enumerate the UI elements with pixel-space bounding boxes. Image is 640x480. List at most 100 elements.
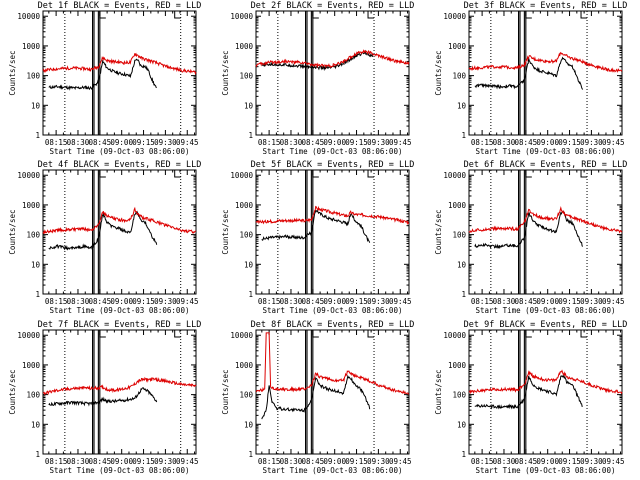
- x-tick-label: 09:45: [389, 297, 412, 306]
- events-series-line: [474, 56, 584, 90]
- corner-bracket-mark: [174, 330, 181, 338]
- events-series-line: [261, 49, 374, 72]
- x-tick-label: 09:00: [110, 297, 133, 306]
- y-tick-label: 10: [457, 101, 467, 110]
- x-tick-label: 08:45: [302, 457, 325, 466]
- y-tick-label: 1: [35, 131, 40, 140]
- corner-bracket-mark: [367, 11, 375, 19]
- x-tick-label: 09:15: [558, 138, 581, 147]
- y-tick-label: 100: [26, 72, 40, 81]
- y-axis-label: Counts/sec: [434, 209, 443, 254]
- corner-bracket-mark: [99, 11, 106, 19]
- panel-title: Det 9f BLACK = Events, RED = LLD: [464, 320, 628, 330]
- y-tick-label: 10000: [17, 171, 40, 180]
- x-tick-label: 09:30: [580, 457, 603, 466]
- y-tick-label: 1000: [235, 42, 254, 51]
- x-tick-label: 08:15: [471, 457, 494, 466]
- x-tick-label: 08:30: [280, 297, 303, 306]
- y-tick-label: 100: [452, 72, 466, 81]
- corner-bracket-mark: [174, 170, 181, 178]
- y-tick-label: 10: [31, 260, 41, 269]
- y-axis-label: Counts/sec: [8, 209, 17, 254]
- y-tick-label: 1000: [22, 42, 41, 51]
- x-tick-label: 08:45: [302, 297, 325, 306]
- panel-title: Det 6f BLACK = Events, RED = LLD: [464, 160, 628, 170]
- x-tick-label: 09:30: [367, 457, 390, 466]
- corner-bracket-mark: [312, 170, 319, 178]
- x-tick-label: 09:30: [367, 297, 390, 306]
- y-tick-label: 1: [461, 450, 466, 459]
- x-tick-label: 09:00: [323, 457, 346, 466]
- lld-series-line: [255, 205, 410, 226]
- x-tick-label: 08:45: [89, 457, 112, 466]
- y-tick-label: 10000: [443, 12, 466, 21]
- x-tick-label: 09:30: [154, 457, 177, 466]
- x-tick-label: 08:45: [515, 297, 538, 306]
- y-tick-label: 10: [457, 420, 467, 429]
- corner-bracket-mark: [174, 11, 181, 19]
- corner-bracket-mark: [99, 170, 106, 178]
- corner-bracket-mark: [367, 330, 375, 338]
- plot-frame: [468, 10, 623, 136]
- y-tick-label: 10000: [230, 331, 253, 340]
- y-tick-label: 10000: [230, 171, 253, 180]
- corner-bracket-mark: [312, 11, 319, 19]
- x-tick-label: 09:00: [323, 138, 346, 147]
- x-tick-label: 08:30: [67, 457, 90, 466]
- corner-bracket-mark: [580, 11, 588, 19]
- x-tick-label: 09:45: [602, 138, 625, 147]
- x-tick-label: 09:45: [176, 297, 199, 306]
- x-tick-label: 09:30: [154, 297, 177, 306]
- x-tick-label: 09:00: [536, 457, 559, 466]
- lld-series-line: [468, 369, 623, 395]
- panel-det-9: Det 9f BLACK = Events, RED = LLD 1 10 100 10…: [434, 320, 627, 475]
- y-tick-label: 10: [244, 101, 254, 110]
- x-tick-label: 09:00: [110, 138, 133, 147]
- lld-series-line: [42, 376, 197, 396]
- y-tick-label: 100: [239, 72, 253, 81]
- lld-series-line: [468, 205, 623, 234]
- y-tick-label: 1: [35, 450, 40, 459]
- corner-bracket-mark: [367, 170, 375, 178]
- x-tick-label: 08:15: [45, 297, 68, 306]
- lld-series-line: [42, 206, 197, 235]
- x-tick-label: 09:30: [580, 138, 603, 147]
- x-tick-label: 08:15: [471, 297, 494, 306]
- corner-bracket-mark: [312, 330, 319, 338]
- events-series-line: [474, 374, 583, 410]
- x-tick-label: 09:15: [345, 297, 368, 306]
- panel-det-6: Det 6f BLACK = Events, RED = LLD 1 10 100 10…: [434, 160, 627, 315]
- corner-bracket-mark: [99, 330, 106, 338]
- x-tick-label: 09:45: [176, 457, 199, 466]
- y-tick-label: 1: [461, 290, 466, 299]
- x-tick-label: 09:30: [367, 138, 390, 147]
- y-tick-label: 10000: [17, 331, 40, 340]
- x-tick-label: 08:30: [67, 138, 90, 147]
- y-tick-label: 1: [248, 131, 253, 140]
- x-axis-label: Start Time (09-Oct-03 08:06:00): [50, 466, 190, 475]
- panel-title: Det 8f BLACK = Events, RED = LLD: [251, 320, 415, 330]
- x-tick-label: 08:15: [45, 457, 68, 466]
- panel-det-8: Det 8f BLACK = Events, RED = LLD 1 10 100 10…: [221, 320, 414, 475]
- x-tick-label: 09:45: [389, 138, 412, 147]
- x-axis-label: Start Time (09-Oct-03 08:06:00): [476, 147, 616, 156]
- plot-frame: [255, 169, 410, 295]
- events-series-line: [48, 58, 157, 91]
- events-series-line: [261, 374, 371, 420]
- y-tick-label: 1000: [448, 42, 467, 51]
- y-tick-label: 10: [244, 260, 254, 269]
- panel-det-3: Det 3f BLACK = Events, RED = LLD 1 10 100 10…: [434, 1, 627, 156]
- x-tick-label: 08:30: [493, 138, 516, 147]
- y-tick-label: 100: [452, 391, 466, 400]
- corner-bracket-mark: [525, 11, 532, 19]
- x-tick-label: 09:00: [323, 297, 346, 306]
- y-axis-label: Counts/sec: [221, 50, 230, 95]
- x-tick-label: 08:30: [493, 457, 516, 466]
- x-axis-label: Start Time (09-Oct-03 08:06:00): [263, 306, 403, 315]
- panel-title: Det 7f BLACK = Events, RED = LLD: [38, 320, 202, 330]
- y-tick-label: 1000: [448, 201, 467, 210]
- y-axis-label: Counts/sec: [8, 369, 17, 414]
- corner-bracket-mark: [525, 330, 532, 338]
- y-axis-label: Counts/sec: [434, 369, 443, 414]
- y-tick-label: 100: [239, 391, 253, 400]
